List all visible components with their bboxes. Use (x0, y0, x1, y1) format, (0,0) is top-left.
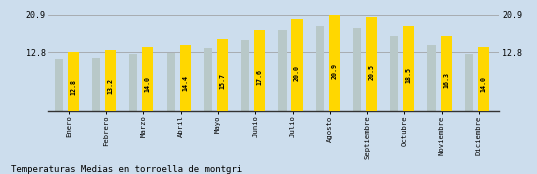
Bar (403, 26, 415, 111)
Text: 18.5: 18.5 (406, 68, 412, 84)
Bar (68, 52, 79, 111)
Text: 16.3: 16.3 (443, 72, 449, 88)
Text: 17.6: 17.6 (257, 69, 263, 85)
Bar (478, 47, 489, 111)
Text: 14.0: 14.0 (145, 76, 151, 92)
Bar (353, 28, 361, 111)
Bar (217, 39, 228, 111)
Text: 20.0: 20.0 (294, 65, 300, 81)
Text: 14.4: 14.4 (182, 75, 188, 91)
Text: 13.2: 13.2 (107, 78, 114, 94)
Bar (440, 36, 452, 111)
Bar (129, 54, 137, 111)
Bar (329, 15, 340, 111)
Bar (465, 54, 473, 111)
Bar (366, 17, 377, 111)
Bar (166, 53, 175, 111)
Bar (204, 48, 212, 111)
Bar (427, 45, 436, 111)
Bar (278, 30, 287, 111)
Bar (241, 40, 249, 111)
Text: 15.7: 15.7 (220, 73, 226, 89)
Text: 14.0: 14.0 (481, 76, 487, 92)
Text: Temperaturas Medias en torroella de montgri: Temperaturas Medias en torroella de mont… (11, 165, 242, 174)
Bar (105, 50, 116, 111)
Text: 20.5: 20.5 (368, 64, 374, 80)
Text: 20.9: 20.9 (331, 63, 337, 79)
Text: 12.8: 12.8 (70, 78, 76, 94)
Bar (316, 26, 324, 111)
Bar (390, 36, 398, 111)
Bar (179, 45, 191, 111)
Bar (254, 30, 265, 111)
Bar (292, 19, 302, 111)
Bar (55, 59, 63, 111)
Bar (142, 47, 154, 111)
Bar (92, 58, 100, 111)
